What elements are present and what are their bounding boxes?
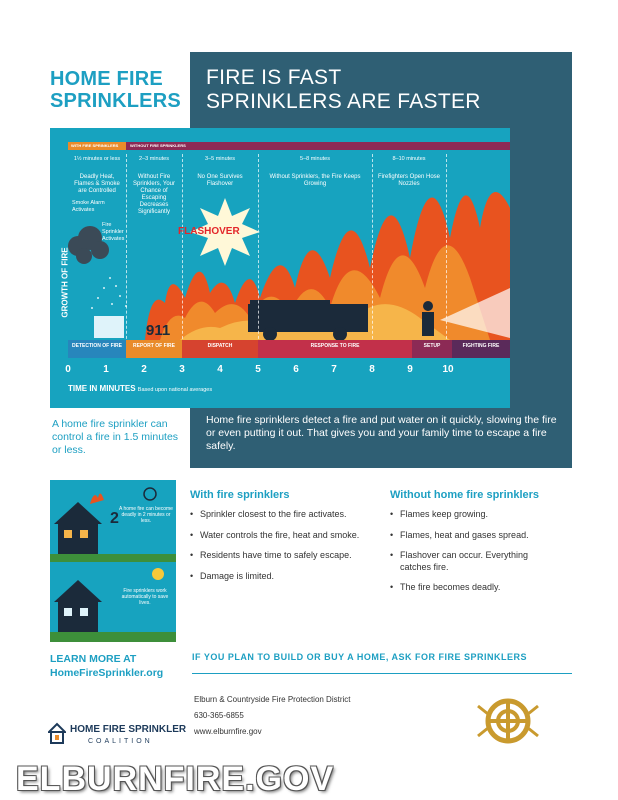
stage-time: 3–5 minutes <box>205 156 235 162</box>
header-title-left-line2: SPRINKLERS <box>50 90 181 112</box>
logo-line1: HOME FIRE SPRINKLER <box>70 724 187 735</box>
sprinkler-control-note: A home fire sprinkler can control a fire… <box>52 418 179 456</box>
mini-number: 2 <box>110 510 119 527</box>
contact-block: Elburn & Countryside Fire Protection Dis… <box>194 692 351 740</box>
list-item: Damage is limited. <box>190 571 370 583</box>
without-sprinklers-title: Without home fire sprinklers <box>390 489 540 501</box>
district-website[interactable]: www.elburnfire.gov <box>194 727 262 736</box>
district-name: Elburn & Countryside Fire Protection Dis… <box>194 695 351 704</box>
time-tick: 6 <box>293 364 299 375</box>
divider-line <box>372 154 373 354</box>
growth-of-fire-label: GROWTH OF FIRE <box>60 247 70 318</box>
learn-more-link[interactable]: HomeFireSprinkler.org <box>50 667 164 679</box>
sofa-illustration <box>94 316 124 338</box>
list-item: Residents have time to safely escape. <box>190 550 370 562</box>
header-title-right-line1: FIRE IS FAST <box>206 66 342 89</box>
header-title-right: FIRE IS FAST SPRINKLERS ARE FASTER <box>206 66 481 114</box>
time-tick: 1 <box>103 364 109 375</box>
time-axis: 0 1 2 3 4 5 6 7 8 9 10 <box>50 364 510 378</box>
list-item: The fire becomes deadly. <box>390 582 550 594</box>
firefighter-illustration <box>422 288 510 338</box>
watermark: ELBURNFIRE.GOV <box>16 760 335 798</box>
logo-line2: COALITION <box>88 738 153 745</box>
list-item: Water controls the fire, heat and smoke. <box>190 530 370 542</box>
stage-time: 8–10 minutes <box>392 156 426 162</box>
header-title-right-line2: SPRINKLERS ARE FASTER <box>206 90 481 113</box>
without-sprinklers-label: WITHOUT FIRE SPRINKLERS <box>130 143 186 148</box>
with-sprinklers-bar <box>68 142 126 150</box>
without-sprinklers-bar <box>68 142 510 150</box>
sprinkler-spray <box>91 277 127 309</box>
divider-line <box>126 154 127 354</box>
time-axis-title: TIME IN MINUTES <box>68 384 136 393</box>
stage-description: No One Survives Flashover <box>197 174 243 187</box>
time-tick: 2 <box>141 364 147 375</box>
house-infographic: A home fire can become deadly in 2 minut… <box>50 480 176 642</box>
timeline-segment: SETUP <box>412 340 452 358</box>
time-tick: 0 <box>65 364 71 375</box>
timeline-segment: RESPONSE TO FIRE <box>258 340 412 358</box>
stage-time: 2–3 minutes <box>139 156 169 162</box>
flashover-burst <box>190 198 260 266</box>
stage-description: Without Sprinklers, the Fire Keeps Growi… <box>269 174 361 187</box>
fire-district-seal-icon <box>477 698 539 744</box>
infographic-art <box>68 192 510 341</box>
list-item: Flashover can occur. Everything catches … <box>390 550 550 573</box>
mini-deadly-text: A home fire can become deadly in 2 minut… <box>119 506 173 524</box>
timeline-segment: REPORT OF FIRE <box>126 340 182 358</box>
nine-one-one-label: 911 <box>146 322 171 339</box>
fire-timeline-infographic: WITH FIRE SPRINKLERS WITHOUT FIRE SPRINK… <box>50 128 510 408</box>
sprinkler-description: Home fire sprinklers detect a fire and p… <box>206 414 557 452</box>
stage-time: 5–8 minutes <box>300 156 330 162</box>
time-tick: 7 <box>331 364 337 375</box>
time-tick: 8 <box>369 364 375 375</box>
district-phone: 630-365-6855 <box>194 711 244 720</box>
header-title-left: HOME FIRE SPRINKLERS <box>50 68 190 112</box>
stage-time: 1½ minutes or less <box>73 156 121 162</box>
time-tick: 5 <box>255 364 261 375</box>
house-logo-icon <box>48 722 66 744</box>
with-sprinklers-label: WITH FIRE SPRINKLERS <box>71 143 119 148</box>
fire-truck-illustration <box>248 300 368 341</box>
stage-description: Deadly Heat, Flames & Smoke are Controll… <box>74 174 120 194</box>
stage-description: Without Fire Sprinklers, Your Chance of … <box>132 174 176 215</box>
divider-line <box>446 154 447 354</box>
divider-line <box>182 154 183 354</box>
timeline-segment: FIGHTING FIRE <box>452 340 510 358</box>
flashover-label: FLASHOVER <box>178 226 240 237</box>
header-title-left-line1: HOME FIRE <box>50 68 163 90</box>
list-item: Flames keep growing. <box>390 509 550 521</box>
timeline-segment: DISPATCH <box>182 340 258 358</box>
cta-divider <box>192 673 572 674</box>
time-tick: 3 <box>179 364 185 375</box>
smoke-alarm-label: Smoke Alarm Activates <box>72 200 105 213</box>
divider-line <box>258 154 259 354</box>
time-tick: 10 <box>442 364 454 375</box>
time-axis-label: TIME IN MINUTES Based upon national aver… <box>68 384 212 393</box>
sprinkler-activates-label: Fire Sprinkler Activates <box>102 222 125 242</box>
house-illustrations <box>50 487 176 642</box>
mini-sprinkler-text: Fire sprinklers work automatically to sa… <box>121 588 169 606</box>
hfsc-logo: HOME FIRE SPRINKLER COALITION <box>48 722 187 756</box>
with-sprinklers-title: With fire sprinklers <box>190 489 290 501</box>
learn-more: LEARN MORE AT HomeFireSprinkler.org <box>50 652 163 680</box>
stage-description: Firefighters Open Hose Nozzles <box>377 174 441 187</box>
timeline-segment: DETECTION OF FIRE <box>68 340 126 358</box>
without-sprinklers-list: Flames keep growing. Flames, heat and ga… <box>390 509 550 603</box>
list-item: Sprinkler closest to the fire activates. <box>190 509 370 521</box>
smoke-illustration <box>68 226 109 264</box>
with-sprinklers-list: Sprinkler closest to the fire activates.… <box>190 509 370 591</box>
response-timeline: DETECTION OF FIRE REPORT OF FIRE DISPATC… <box>68 340 510 358</box>
list-item: Flames, heat and gases spread. <box>390 530 550 542</box>
time-tick: 4 <box>217 364 223 375</box>
time-tick: 9 <box>407 364 413 375</box>
learn-more-label: LEARN MORE AT <box>50 653 137 665</box>
call-to-action: IF YOU PLAN TO BUILD OR BUY A HOME, ASK … <box>192 652 528 662</box>
time-axis-note: Based upon national averages <box>137 387 213 393</box>
